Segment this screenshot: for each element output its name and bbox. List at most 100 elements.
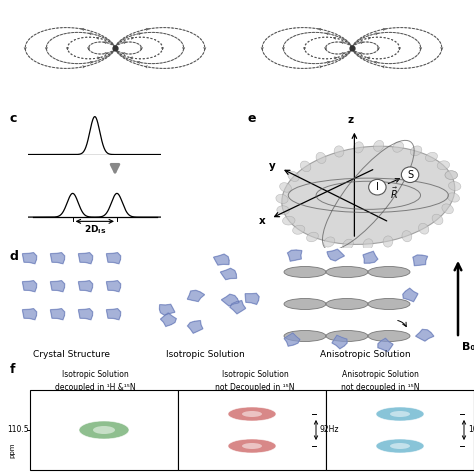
Polygon shape [378, 338, 393, 352]
Bar [178, 390, 326, 470]
Ellipse shape [390, 443, 410, 449]
Ellipse shape [432, 214, 443, 225]
Polygon shape [403, 288, 418, 301]
Polygon shape [288, 250, 302, 261]
Ellipse shape [307, 232, 319, 242]
Text: Anisotropic Solution: Anisotropic Solution [319, 350, 410, 359]
Text: $\mathbf{2D_{IS}}$: $\mathbf{2D_{IS}}$ [83, 224, 106, 236]
Bar [30, 390, 178, 470]
Ellipse shape [277, 206, 289, 215]
Text: z: z [348, 115, 354, 126]
Text: Crystal Structure: Crystal Structure [34, 350, 110, 359]
Ellipse shape [292, 225, 305, 234]
Ellipse shape [284, 299, 326, 310]
Ellipse shape [326, 266, 368, 277]
Ellipse shape [448, 182, 461, 191]
Ellipse shape [376, 407, 424, 421]
Ellipse shape [383, 236, 393, 247]
Polygon shape [188, 321, 203, 333]
Ellipse shape [93, 426, 115, 434]
Ellipse shape [301, 161, 311, 172]
Polygon shape [284, 333, 300, 346]
Ellipse shape [324, 237, 335, 247]
Ellipse shape [368, 266, 410, 277]
Ellipse shape [447, 193, 459, 202]
Ellipse shape [242, 443, 262, 449]
Text: 110.5: 110.5 [7, 426, 29, 435]
Ellipse shape [280, 182, 292, 192]
Polygon shape [230, 301, 246, 314]
Ellipse shape [393, 142, 403, 152]
Polygon shape [413, 255, 428, 265]
Ellipse shape [283, 216, 295, 225]
Polygon shape [332, 335, 347, 349]
Polygon shape [107, 281, 121, 292]
Text: not Decoupled in ¹⁵N: not Decoupled in ¹⁵N [215, 383, 295, 392]
Polygon shape [22, 281, 36, 292]
Text: f: f [10, 363, 16, 376]
Ellipse shape [401, 167, 419, 182]
Ellipse shape [284, 330, 326, 341]
Ellipse shape [368, 330, 410, 341]
Ellipse shape [276, 194, 288, 203]
Ellipse shape [284, 266, 326, 277]
Text: x: x [259, 216, 266, 226]
Ellipse shape [334, 146, 344, 157]
Text: Anisotropic Solution: Anisotropic Solution [342, 370, 419, 379]
Text: Isotropic Solution: Isotropic Solution [62, 370, 128, 379]
Text: not decoupled in ¹⁵N: not decoupled in ¹⁵N [341, 383, 419, 392]
Text: e: e [248, 112, 256, 125]
Polygon shape [416, 329, 434, 341]
Polygon shape [79, 309, 92, 319]
Ellipse shape [419, 223, 429, 234]
Text: y: y [269, 161, 276, 171]
Ellipse shape [228, 439, 276, 453]
Text: ppm: ppm [9, 442, 15, 458]
Text: S: S [407, 170, 413, 180]
Polygon shape [245, 293, 259, 304]
Ellipse shape [426, 152, 438, 162]
Bar [326, 390, 474, 470]
Text: 92Hz: 92Hz [320, 426, 339, 435]
Polygon shape [107, 253, 121, 264]
Polygon shape [22, 253, 36, 264]
Ellipse shape [445, 171, 457, 180]
Polygon shape [79, 281, 92, 292]
Ellipse shape [402, 231, 412, 242]
Ellipse shape [368, 299, 410, 310]
Polygon shape [50, 281, 64, 292]
Ellipse shape [326, 299, 368, 310]
Polygon shape [161, 313, 176, 327]
Text: c: c [10, 112, 18, 125]
Polygon shape [107, 309, 121, 319]
Ellipse shape [363, 239, 373, 250]
Ellipse shape [410, 146, 422, 156]
Ellipse shape [374, 140, 384, 151]
Text: 106Hz: 106Hz [468, 426, 474, 435]
Polygon shape [363, 251, 378, 263]
Polygon shape [50, 309, 64, 319]
Ellipse shape [442, 204, 453, 214]
Ellipse shape [228, 407, 276, 421]
Polygon shape [220, 268, 237, 280]
Ellipse shape [326, 330, 368, 341]
Ellipse shape [354, 142, 364, 153]
Text: decoupled in ¹H &¹⁵N: decoupled in ¹H &¹⁵N [55, 383, 135, 392]
Ellipse shape [79, 421, 129, 439]
Polygon shape [159, 304, 175, 315]
Ellipse shape [437, 161, 449, 170]
Polygon shape [79, 253, 92, 264]
Polygon shape [22, 309, 36, 319]
Ellipse shape [369, 179, 386, 195]
Text: Isotropic Solution: Isotropic Solution [222, 370, 288, 379]
Ellipse shape [242, 411, 262, 417]
Ellipse shape [445, 171, 457, 180]
Ellipse shape [376, 439, 424, 453]
Ellipse shape [282, 146, 455, 245]
Ellipse shape [288, 171, 299, 182]
Polygon shape [214, 254, 229, 265]
Ellipse shape [316, 152, 326, 164]
Text: d: d [10, 250, 19, 263]
Ellipse shape [390, 411, 410, 417]
Ellipse shape [343, 239, 353, 250]
